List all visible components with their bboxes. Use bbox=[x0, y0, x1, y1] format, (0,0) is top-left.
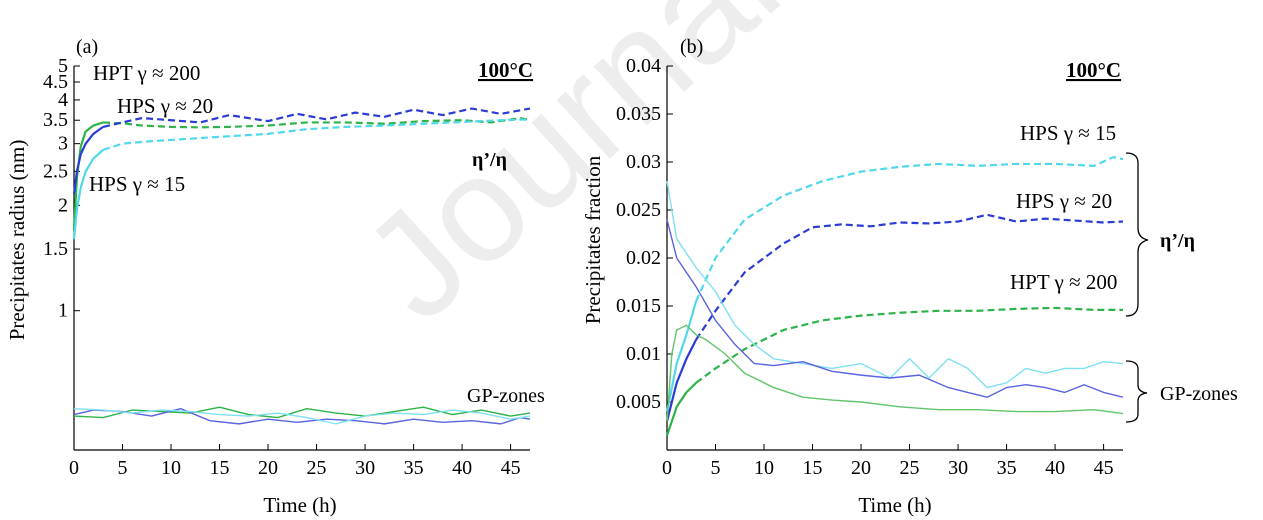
y-tick-label-a: 3 bbox=[58, 133, 68, 155]
brace-eta bbox=[1125, 152, 1149, 317]
series-label-hpt200-b: HPT γ ≈ 200 bbox=[1010, 270, 1117, 294]
y-tick-label-a: 4.5 bbox=[43, 71, 68, 93]
series-line-hpt200-a-solid bbox=[72, 121, 104, 231]
y-tick-label-b: 0.04 bbox=[626, 55, 661, 77]
x-tick-label-a: 20 bbox=[258, 457, 278, 479]
group-label-gp-a: GP-zones bbox=[467, 385, 545, 407]
series-line-hpt200-b-dashed bbox=[695, 306, 1123, 384]
series-line-gp_hps20-b bbox=[666, 219, 1124, 398]
group-label-eta-b: η’/η bbox=[1160, 230, 1195, 252]
x-axis-label-b: Time (h) bbox=[858, 493, 931, 517]
temperature-label-b: 100°C bbox=[1066, 58, 1121, 82]
y-tick-label-a: 2.5 bbox=[43, 160, 68, 182]
series-label-hps20-a: HPS γ ≈ 20 bbox=[117, 94, 213, 118]
y-tick-label-a: 5 bbox=[58, 55, 68, 77]
series-label-hpt200-a: HPT γ ≈ 200 bbox=[93, 61, 200, 85]
x-tick-label-a: 45 bbox=[501, 457, 521, 479]
y-tick-label-b: 0.01 bbox=[626, 343, 661, 365]
group-label-eta-a: η’/η bbox=[472, 149, 507, 171]
x-tick-label-a: 25 bbox=[307, 457, 327, 479]
x-tick-label-b: 20 bbox=[851, 457, 871, 479]
x-tick-label-a: 40 bbox=[452, 457, 472, 479]
panel-label-a: (a) bbox=[76, 36, 98, 58]
panel-label-b: (b) bbox=[680, 36, 703, 58]
series-label-hps15-a: HPS γ ≈ 15 bbox=[89, 172, 185, 196]
y-tick-label-b: 0.035 bbox=[616, 103, 661, 125]
x-axis-label-a: Time (h) bbox=[263, 493, 336, 517]
y-axis-label-a: Precipitates radius (nm) bbox=[5, 140, 29, 341]
series-line-hps15-b-solid bbox=[665, 300, 698, 412]
x-tick-label-b: 10 bbox=[754, 457, 774, 479]
x-tick-label-b: 5 bbox=[711, 457, 721, 479]
x-tick-label-a: 15 bbox=[210, 457, 230, 479]
series-line-gp_hpt200-b bbox=[666, 324, 1124, 422]
series-line-hps20-b-dashed bbox=[695, 213, 1124, 341]
series-line-hps15-a-dashed bbox=[102, 118, 531, 151]
x-tick-label-b: 45 bbox=[1094, 457, 1114, 479]
y-tick-label-b: 0.015 bbox=[616, 295, 661, 317]
series-line-gp_hps15-a bbox=[73, 407, 531, 425]
y-tick-label-b: 0.025 bbox=[616, 199, 661, 221]
series-line-hps15-b-dashed bbox=[695, 156, 1124, 302]
y-axis-label-b: Precipitates fraction bbox=[581, 155, 605, 324]
series-line-gp_hps15-b bbox=[666, 181, 1124, 389]
series-line-hpt200-b-solid bbox=[665, 382, 697, 436]
x-tick-label-b: 25 bbox=[900, 457, 920, 479]
x-tick-label-a: 5 bbox=[118, 457, 128, 479]
series-line-hps20-b-solid bbox=[665, 339, 698, 422]
temperature-label-a: 100°C bbox=[478, 58, 533, 82]
y-tick-label-a: 2 bbox=[58, 194, 68, 216]
chart-panel-b: (b) 100°C Time (h) Precipitates fraction… bbox=[581, 36, 1238, 517]
series-line-hps15-a-solid bbox=[72, 149, 104, 240]
x-tick-label-a: 30 bbox=[355, 457, 375, 479]
x-tick-label-a: 0 bbox=[69, 457, 79, 479]
x-tick-label-b: 40 bbox=[1045, 457, 1065, 479]
x-tick-label-b: 35 bbox=[997, 457, 1017, 479]
x-tick-label-a: 10 bbox=[161, 457, 181, 479]
y-tick-label-b: 0.03 bbox=[626, 151, 661, 173]
x-tick-label-b: 30 bbox=[948, 457, 968, 479]
y-tick-label-b: 0.005 bbox=[616, 391, 661, 413]
group-label-gp-b: GP-zones bbox=[1160, 383, 1238, 405]
series-label-hps15-b: HPS γ ≈ 15 bbox=[1020, 121, 1116, 145]
series-line-hps20-a-solid bbox=[72, 125, 104, 195]
y-tick-label-a: 1.5 bbox=[43, 238, 68, 260]
y-tick-label-b: 0.02 bbox=[626, 247, 661, 269]
y-tick-label-a: 1 bbox=[58, 300, 68, 322]
series-line-hps20-a-dashed bbox=[102, 107, 531, 128]
y-tick-label-a: 3.5 bbox=[43, 109, 68, 131]
chart-panel-a: (a) 100°C Time (h) Precipitates radius (… bbox=[5, 36, 545, 517]
series-label-hps20-b: HPS γ ≈ 20 bbox=[1016, 189, 1112, 213]
x-tick-label-b: 0 bbox=[662, 457, 672, 479]
series-line-gp_hps20-a bbox=[73, 407, 531, 425]
brace-gp bbox=[1125, 360, 1148, 423]
x-tick-label-b: 15 bbox=[803, 457, 823, 479]
x-tick-label-a: 35 bbox=[404, 457, 424, 479]
y-tick-label-a: 4 bbox=[58, 89, 68, 111]
